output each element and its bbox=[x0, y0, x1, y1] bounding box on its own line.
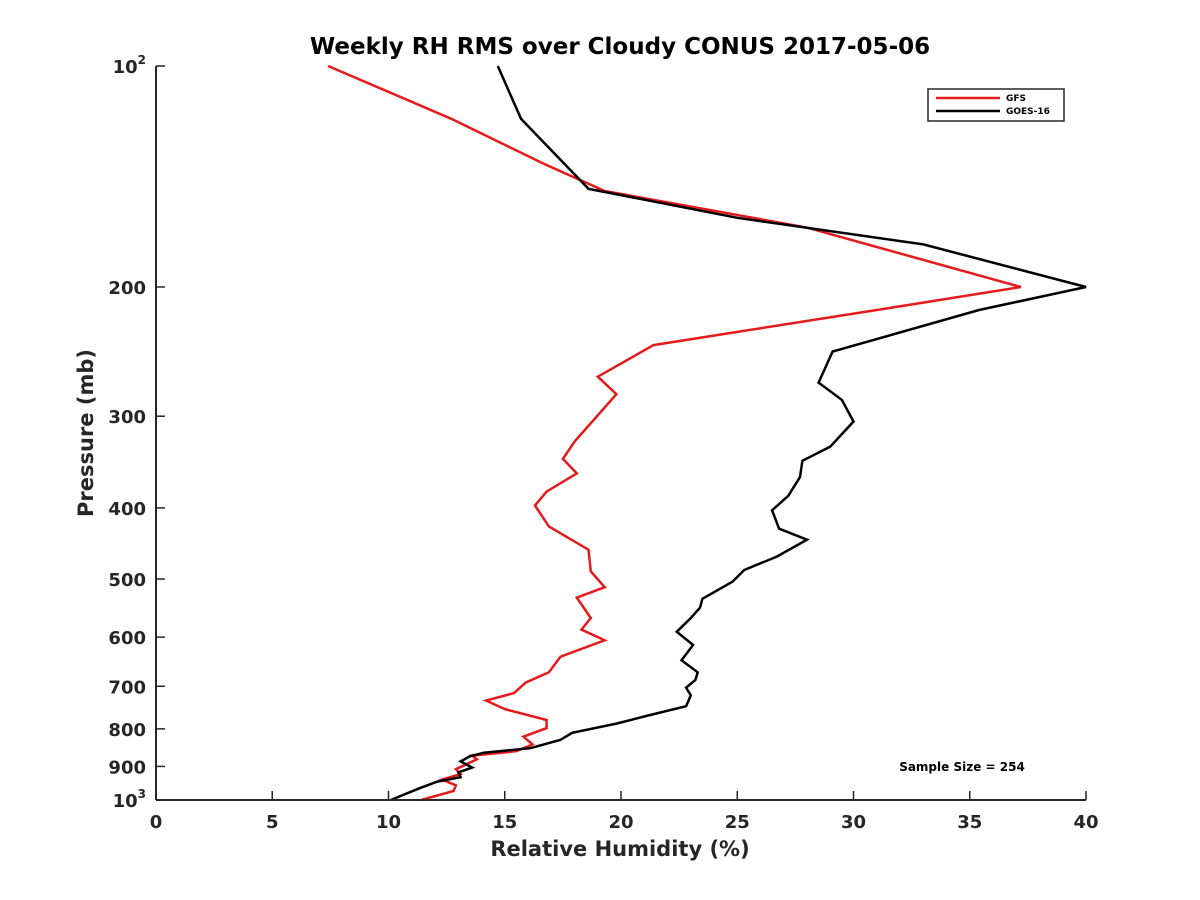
y-axis-label: Pressure (mb) bbox=[74, 349, 98, 517]
y-tick-label: 900 bbox=[108, 757, 146, 778]
y-tick-label: 500 bbox=[108, 570, 146, 591]
chart-title: Weekly RH RMS over Cloudy CONUS 2017-05-… bbox=[310, 34, 930, 60]
x-tick-label: 40 bbox=[1073, 812, 1098, 833]
series-line-goes16 bbox=[390, 65, 1087, 802]
x-axis-label: Relative Humidity (%) bbox=[490, 837, 749, 861]
y-tick-label: 700 bbox=[108, 677, 146, 698]
y-tick-label: 600 bbox=[108, 628, 146, 649]
y-tick-label: 102 bbox=[113, 53, 146, 78]
y-tick-label: 400 bbox=[108, 499, 146, 520]
y-tick-label: 800 bbox=[108, 720, 146, 741]
x-tick-label: 30 bbox=[841, 812, 866, 833]
legend-label-goes16: GOES-16 bbox=[1006, 107, 1050, 117]
series-layer bbox=[327, 64, 1087, 802]
x-tick-label: 15 bbox=[492, 812, 517, 833]
legend-label-gfs: GFS bbox=[1006, 94, 1026, 104]
x-tick-label: 0 bbox=[150, 812, 163, 833]
sample-size-annotation: Sample Size = 254 bbox=[899, 760, 1025, 774]
x-tick-label: 10 bbox=[376, 812, 401, 833]
y-tick-label: 300 bbox=[108, 407, 146, 428]
x-tick-label: 25 bbox=[725, 812, 750, 833]
legend: GFS GOES-16 bbox=[927, 88, 1065, 122]
legend-box bbox=[927, 88, 1065, 122]
x-tick-label: 35 bbox=[957, 812, 982, 833]
y-tick-label: 103 bbox=[113, 787, 146, 812]
y-tick-label: 200 bbox=[108, 278, 146, 299]
ticks-layer: 0 5 10 15 20 25 30 35 40 102 200 300 400 500 600 700 800… bbox=[108, 53, 1098, 833]
x-tick-label: 5 bbox=[266, 812, 279, 833]
x-tick-label: 20 bbox=[608, 812, 633, 833]
